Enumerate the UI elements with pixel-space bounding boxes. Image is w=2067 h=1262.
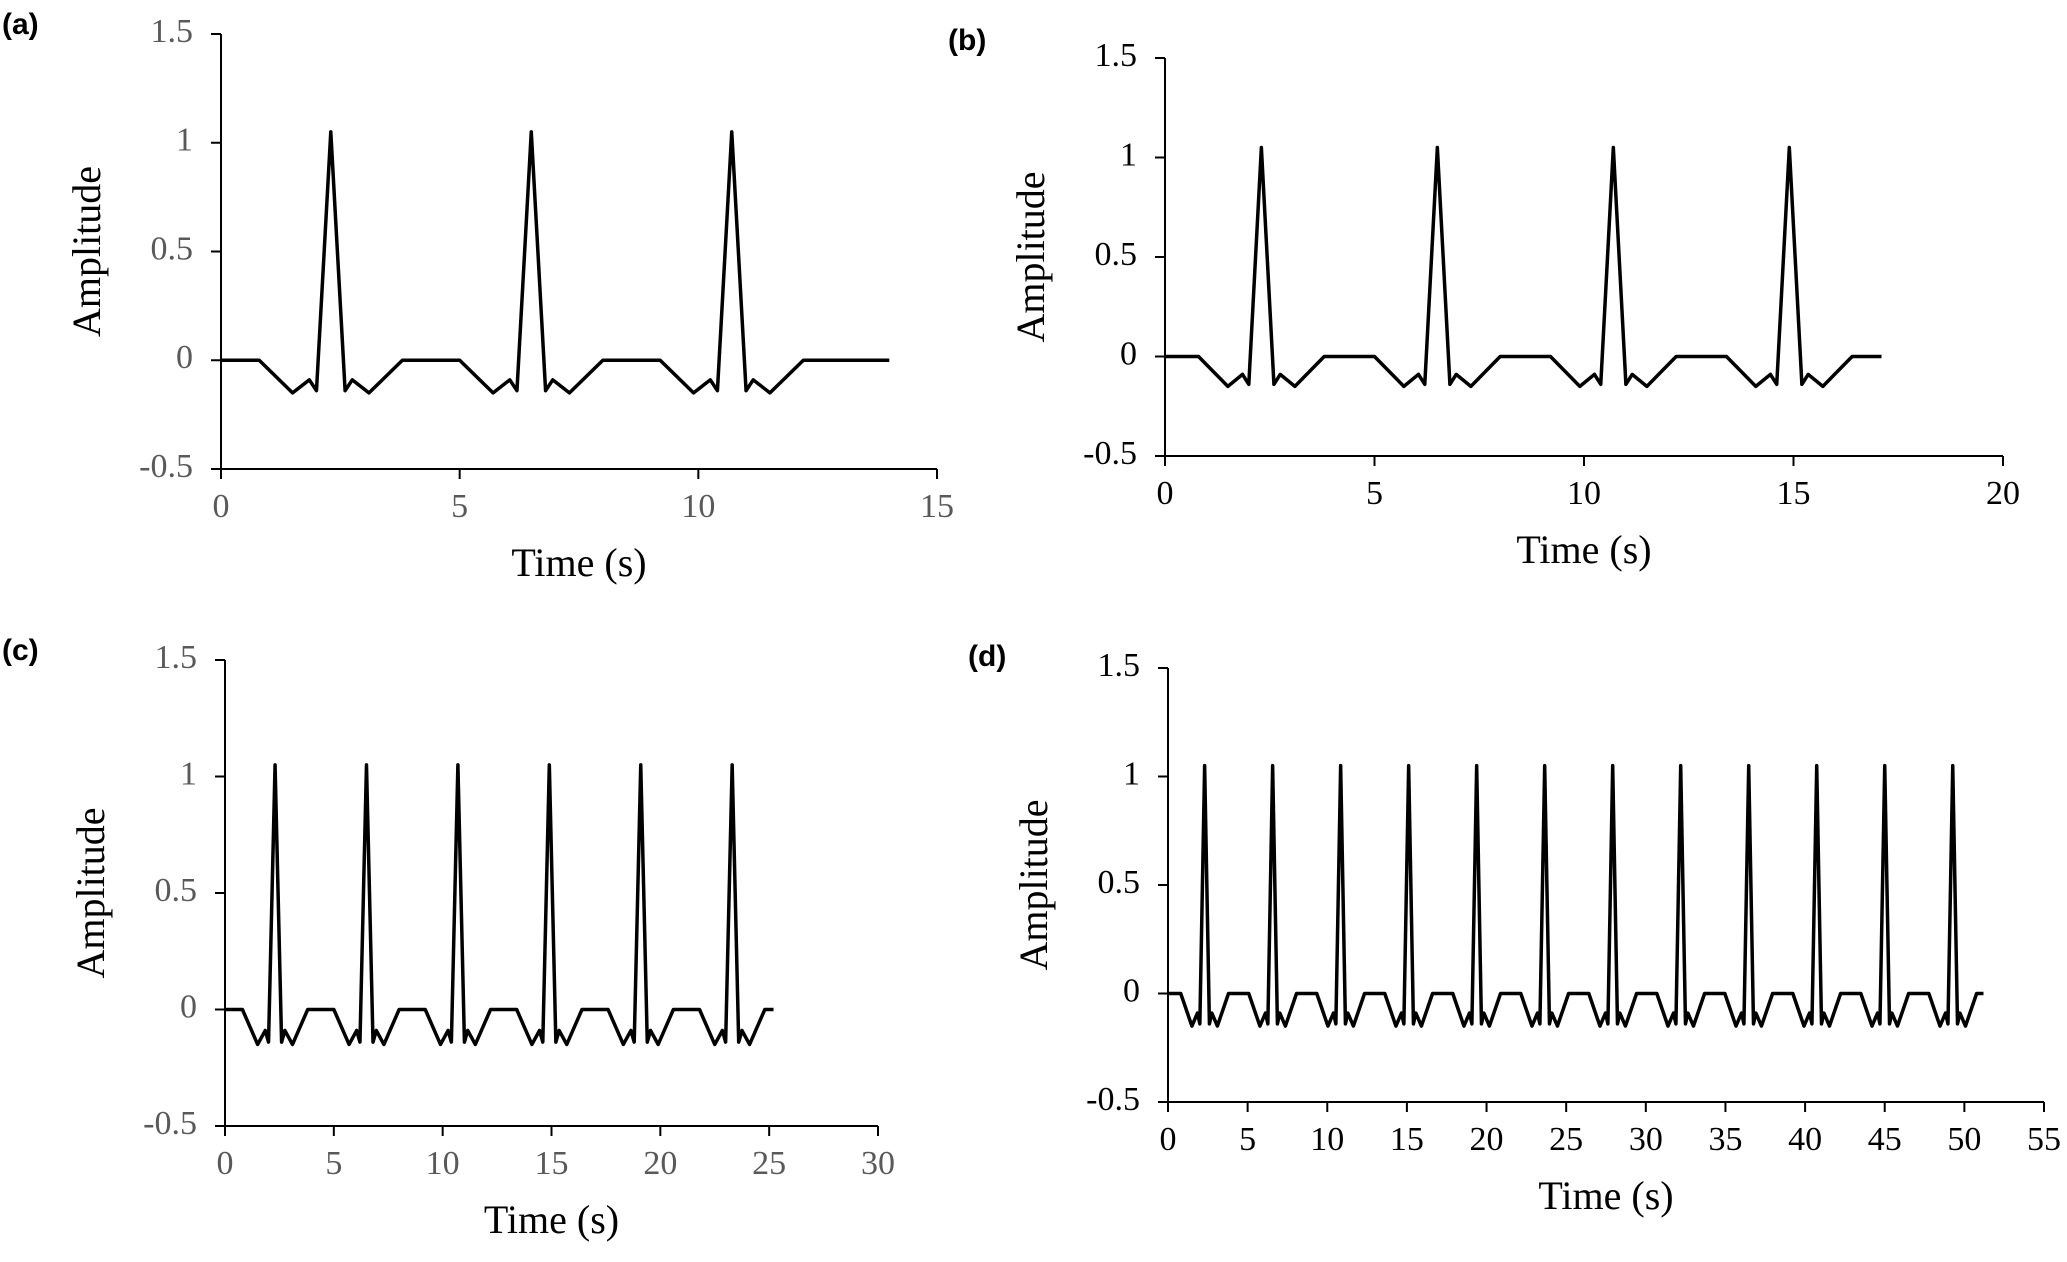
- x-tick-label: 5: [1239, 1121, 1256, 1158]
- panel: (a) -0.5 0 0.5 1 1.5 0 5 10 15 Time (s) Amplitude: [2, 8, 954, 585]
- panel: (c) -0.5 0 0.5 1 1.5 0 5 10 15 20 25 30 Time (s) Ampli…: [2, 634, 895, 1242]
- y-axis-title: Amplitude: [1011, 799, 1056, 970]
- panel-label: (c): [2, 634, 39, 667]
- x-tick-label: 10: [426, 1145, 460, 1182]
- data-line: [1168, 763, 1984, 1028]
- x-tick-label: 5: [325, 1145, 342, 1182]
- y-tick-label: 0.5: [1095, 236, 1138, 273]
- y-tick-label: 0.5: [151, 230, 194, 267]
- x-tick-label: 45: [1868, 1121, 1902, 1158]
- x-tick-label: 15: [535, 1145, 569, 1182]
- x-tick-label: 0: [1160, 1121, 1177, 1158]
- x-tick-label: 15: [1777, 475, 1811, 512]
- x-tick-label: 55: [2027, 1121, 2061, 1158]
- x-tick-label: 25: [752, 1145, 786, 1182]
- data-line: [225, 763, 774, 1047]
- y-tick-label: -0.5: [1086, 1081, 1140, 1118]
- x-tick-label: 30: [861, 1145, 895, 1182]
- x-tick-label: 25: [1549, 1121, 1583, 1158]
- y-tick-label: 1.5: [1095, 37, 1138, 74]
- x-tick-label: 50: [1947, 1121, 1981, 1158]
- y-axis-title: Amplitude: [68, 807, 113, 978]
- x-tick-label: 0: [213, 488, 230, 525]
- x-tick-label: 35: [1708, 1121, 1742, 1158]
- y-tick-label: 1: [1120, 136, 1137, 173]
- y-tick-label: 1: [180, 755, 197, 792]
- x-tick-label: 10: [1567, 475, 1601, 512]
- y-tick-label: 0.5: [155, 872, 198, 909]
- x-axis-title: Time (s): [511, 540, 646, 585]
- x-tick-label: 5: [451, 488, 468, 525]
- x-axis-title: Time (s): [1516, 527, 1651, 572]
- y-tick-label: 1.5: [1098, 647, 1141, 684]
- y-tick-label: -0.5: [143, 1105, 197, 1142]
- panel-label: (a): [2, 8, 39, 41]
- y-tick-label: 0: [180, 988, 197, 1025]
- y-tick-label: -0.5: [139, 448, 193, 485]
- panel: (b) -0.5 0 0.5 1 1.5 0 5 10 15 20 Time (s) Amplitude: [948, 24, 2020, 572]
- x-axis-title: Time (s): [484, 1197, 619, 1242]
- y-tick-label: 1: [1123, 755, 1140, 792]
- y-tick-label: 0: [1123, 972, 1140, 1009]
- panel-label: (b): [948, 24, 986, 57]
- y-tick-label: 1: [176, 122, 193, 159]
- y-tick-label: -0.5: [1083, 435, 1137, 472]
- y-tick-label: 0: [176, 339, 193, 376]
- data-line: [1165, 145, 1882, 389]
- x-tick-label: 10: [681, 488, 715, 525]
- x-tick-label: 20: [1470, 1121, 1504, 1158]
- y-tick-label: 1.5: [151, 13, 194, 50]
- x-tick-label: 20: [643, 1145, 677, 1182]
- x-tick-label: 15: [1390, 1121, 1424, 1158]
- x-tick-label: 40: [1788, 1121, 1822, 1158]
- x-tick-label: 5: [1366, 475, 1383, 512]
- data-line: [221, 130, 890, 395]
- y-tick-label: 0.5: [1098, 864, 1141, 901]
- x-tick-label: 10: [1310, 1121, 1344, 1158]
- x-tick-label: 0: [1157, 475, 1174, 512]
- y-axis-title: Amplitude: [64, 166, 109, 337]
- y-tick-label: 0: [1120, 335, 1137, 372]
- panel-label: (d): [968, 640, 1006, 673]
- y-tick-label: 1.5: [155, 639, 198, 676]
- x-tick-label: 0: [217, 1145, 234, 1182]
- x-tick-label: 20: [1986, 475, 2020, 512]
- x-tick-label: 30: [1629, 1121, 1663, 1158]
- y-axis-title: Amplitude: [1008, 171, 1053, 342]
- x-axis-title: Time (s): [1538, 1173, 1673, 1218]
- x-tick-label: 15: [920, 488, 954, 525]
- panel: (d) -0.5 0 0.5 1 1.5 0 5 10 15 20 25 30 35 40 45 50 55 Tim…: [968, 640, 2061, 1218]
